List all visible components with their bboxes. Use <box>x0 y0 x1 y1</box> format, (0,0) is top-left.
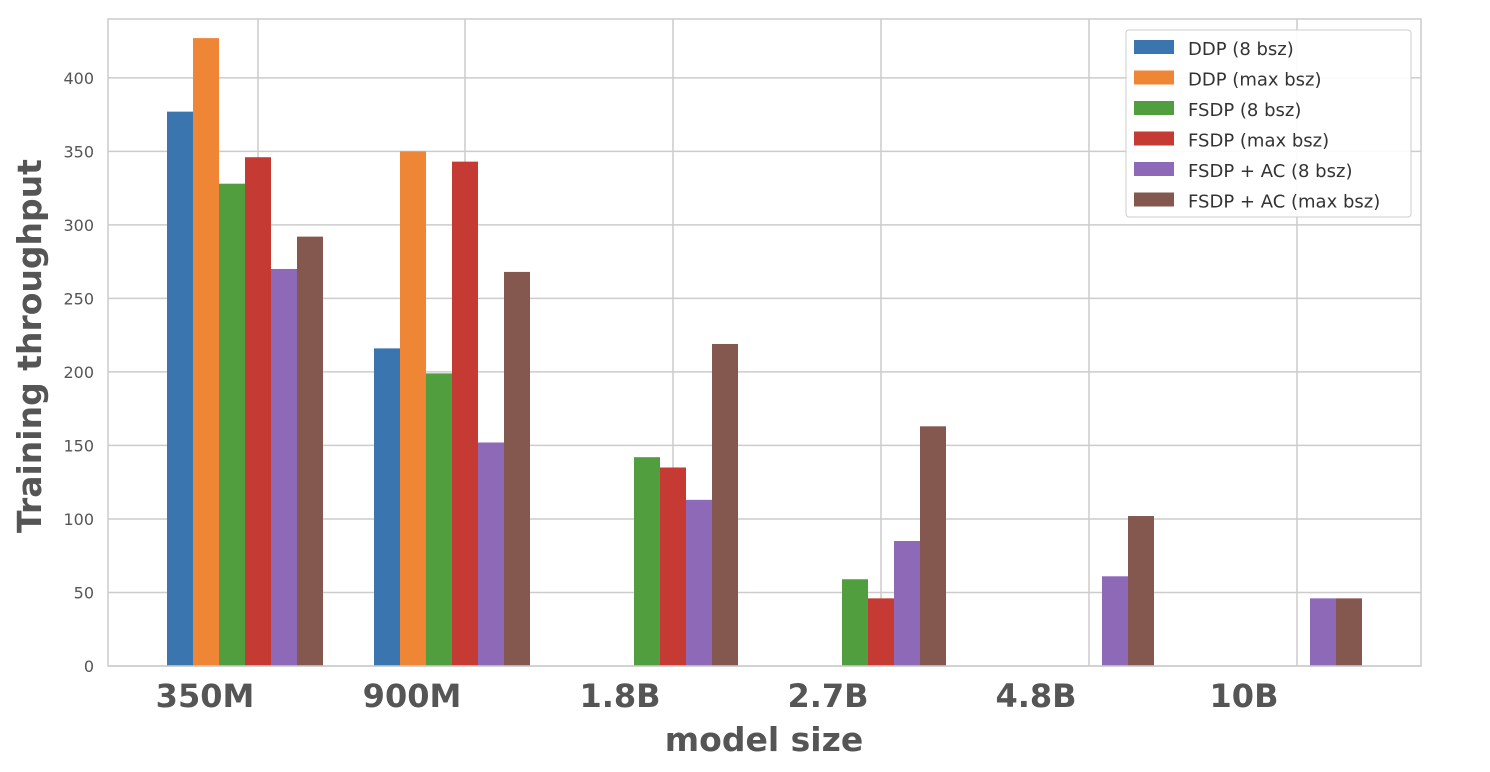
y-tick-label: 350 <box>63 142 94 161</box>
bar <box>271 268 297 666</box>
legend-swatch <box>1134 162 1174 176</box>
bars <box>167 38 1362 667</box>
bar <box>478 442 504 666</box>
bar <box>219 183 245 666</box>
y-tick-label: 50 <box>74 583 94 602</box>
bar <box>1102 576 1128 666</box>
bar <box>297 236 323 667</box>
legend-box <box>1125 29 1412 218</box>
grid <box>108 19 1421 667</box>
bar <box>400 151 426 666</box>
x-tick-labels: 350M 900M 1.8B 2.7B 4.8B 10B <box>156 677 1279 715</box>
y-tick-labels: 0 50 100 150 200 250 300 350 400 <box>63 69 94 676</box>
legend: DDP (8 bsz) DDP (max bsz) FSDP (8 bsz) FSDP… <box>1125 29 1412 218</box>
legend-label: FSDP + AC (max bsz) <box>1188 192 1380 213</box>
x-axis-title: model size <box>665 720 863 759</box>
y-tick-label: 250 <box>63 289 94 308</box>
legend-swatch <box>1134 192 1174 207</box>
bar <box>1310 598 1336 666</box>
y-tick-label: 400 <box>63 69 94 88</box>
bar <box>245 157 271 667</box>
plot-frame <box>107 18 1422 667</box>
bar <box>1336 598 1362 666</box>
y-tick-label: 100 <box>63 510 94 529</box>
legend-swatch <box>1134 101 1174 115</box>
bar <box>1128 516 1154 666</box>
legend-label: FSDP + AC (8 bsz) <box>1188 161 1352 182</box>
y-tick-label: 0 <box>84 657 94 676</box>
legend-label: DDP (max bsz) <box>1188 70 1322 91</box>
bar <box>842 579 868 666</box>
x-tick-label: 10B <box>1210 677 1279 715</box>
y-tick-label: 200 <box>63 363 94 382</box>
legend-swatch <box>1134 70 1174 85</box>
legend-label: FSDP (8 bsz) <box>1188 100 1301 121</box>
bar <box>426 373 452 666</box>
x-tick-label: 4.8B <box>995 677 1076 715</box>
bar <box>660 467 686 666</box>
bar <box>920 426 946 666</box>
bar <box>452 161 478 666</box>
legend-label: DDP (8 bsz) <box>1188 39 1294 60</box>
bar <box>167 111 193 667</box>
bar <box>894 541 920 666</box>
legend-swatch <box>1134 131 1174 146</box>
x-tick-label: 1.8B <box>579 677 660 715</box>
y-axis-title: Training throughput <box>10 159 49 533</box>
bar <box>634 457 660 666</box>
x-tick-label: 900M <box>363 677 462 715</box>
x-tick-label: 350M <box>156 677 255 715</box>
legend-label: FSDP (max bsz) <box>1188 131 1329 152</box>
bar <box>712 343 738 666</box>
bar <box>504 271 530 666</box>
bar <box>374 348 400 666</box>
y-tick-label: 150 <box>63 436 94 455</box>
legend-swatch <box>1134 40 1174 54</box>
bar <box>868 598 894 666</box>
x-tick-label: 2.7B <box>787 677 868 715</box>
y-tick-label: 300 <box>63 216 94 235</box>
bar <box>193 38 219 667</box>
bar <box>686 499 712 666</box>
